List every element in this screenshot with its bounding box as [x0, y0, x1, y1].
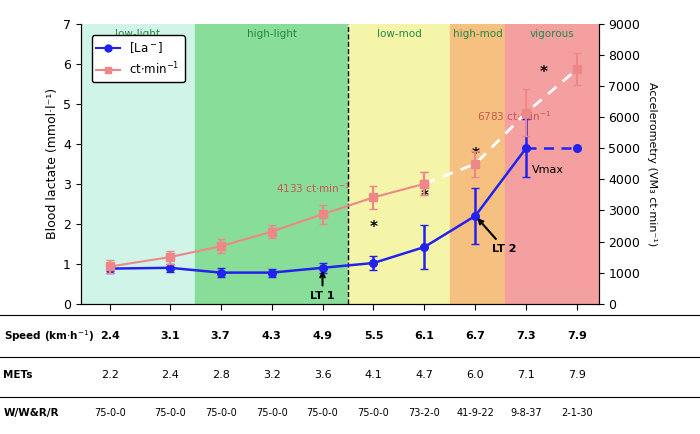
Text: 41-9-22: 41-9-22: [456, 408, 494, 418]
Bar: [80, 24, 195, 304]
Text: 4.7: 4.7: [416, 370, 433, 381]
Text: 9-8-37: 9-8-37: [510, 408, 542, 418]
Text: vigorous: vigorous: [529, 29, 574, 39]
Text: high-mod: high-mod: [453, 29, 503, 39]
Text: 75-0-0: 75-0-0: [358, 408, 389, 418]
Text: 7.9: 7.9: [567, 331, 587, 342]
Text: low-mod: low-mod: [377, 29, 421, 39]
Text: LT 1: LT 1: [310, 273, 335, 301]
Text: 6.1: 6.1: [414, 331, 435, 342]
Y-axis label: Accelerometry (VM₃ ct·min⁻¹): Accelerometry (VM₃ ct·min⁻¹): [647, 82, 657, 246]
Text: 4.9: 4.9: [312, 331, 332, 342]
Text: 4.3: 4.3: [262, 331, 281, 342]
Text: *: *: [471, 147, 480, 162]
Text: 75-0-0: 75-0-0: [94, 408, 126, 418]
Bar: [195, 24, 348, 304]
Text: 3.7: 3.7: [211, 331, 230, 342]
Text: high-light: high-light: [246, 29, 297, 39]
Text: METs: METs: [4, 370, 33, 381]
Text: *: *: [539, 65, 547, 80]
Text: 3.1: 3.1: [160, 331, 179, 342]
Text: 2-1-30: 2-1-30: [561, 408, 593, 418]
Text: 3.2: 3.2: [262, 370, 281, 381]
Text: Speed (km$\cdot$h$^{-1}$): Speed (km$\cdot$h$^{-1}$): [4, 329, 94, 344]
Text: W/W&R/R: W/W&R/R: [4, 408, 59, 418]
Bar: [450, 24, 505, 304]
Text: *: *: [421, 189, 428, 204]
Text: 73-2-0: 73-2-0: [409, 408, 440, 418]
Text: 5.5: 5.5: [364, 331, 383, 342]
Text: 3.6: 3.6: [314, 370, 331, 381]
Text: 75-0-0: 75-0-0: [256, 408, 288, 418]
Text: 2.4: 2.4: [161, 370, 178, 381]
Text: LT 2: LT 2: [479, 220, 517, 254]
Text: 75-0-0: 75-0-0: [154, 408, 186, 418]
Bar: [348, 24, 450, 304]
Text: 2.8: 2.8: [211, 370, 230, 381]
Text: Vmax: Vmax: [532, 165, 564, 175]
Text: 7.9: 7.9: [568, 370, 586, 381]
Y-axis label: Blood lactate (mmol·l⁻¹): Blood lactate (mmol·l⁻¹): [46, 88, 59, 240]
Text: 6.0: 6.0: [467, 370, 484, 381]
Text: 4.1: 4.1: [365, 370, 382, 381]
Text: 6783 ct$\cdot$min$^{-1}$: 6783 ct$\cdot$min$^{-1}$: [477, 109, 552, 123]
Text: 75-0-0: 75-0-0: [307, 408, 338, 418]
Text: 4133 ct$\cdot$min$^{-1}$: 4133 ct$\cdot$min$^{-1}$: [276, 181, 350, 195]
Text: 75-0-0: 75-0-0: [204, 408, 237, 418]
Text: 6.7: 6.7: [466, 331, 485, 342]
Text: 7.1: 7.1: [517, 370, 536, 381]
Legend: [La$^-$], ct$\cdot$min$^{-1}$: [La$^-$], ct$\cdot$min$^{-1}$: [92, 36, 185, 82]
Bar: [505, 24, 598, 304]
Text: 7.3: 7.3: [517, 331, 536, 342]
Text: low-light: low-light: [116, 29, 160, 39]
Text: 2.2: 2.2: [102, 370, 119, 381]
Text: *: *: [370, 220, 377, 235]
Text: 2.4: 2.4: [100, 331, 120, 342]
